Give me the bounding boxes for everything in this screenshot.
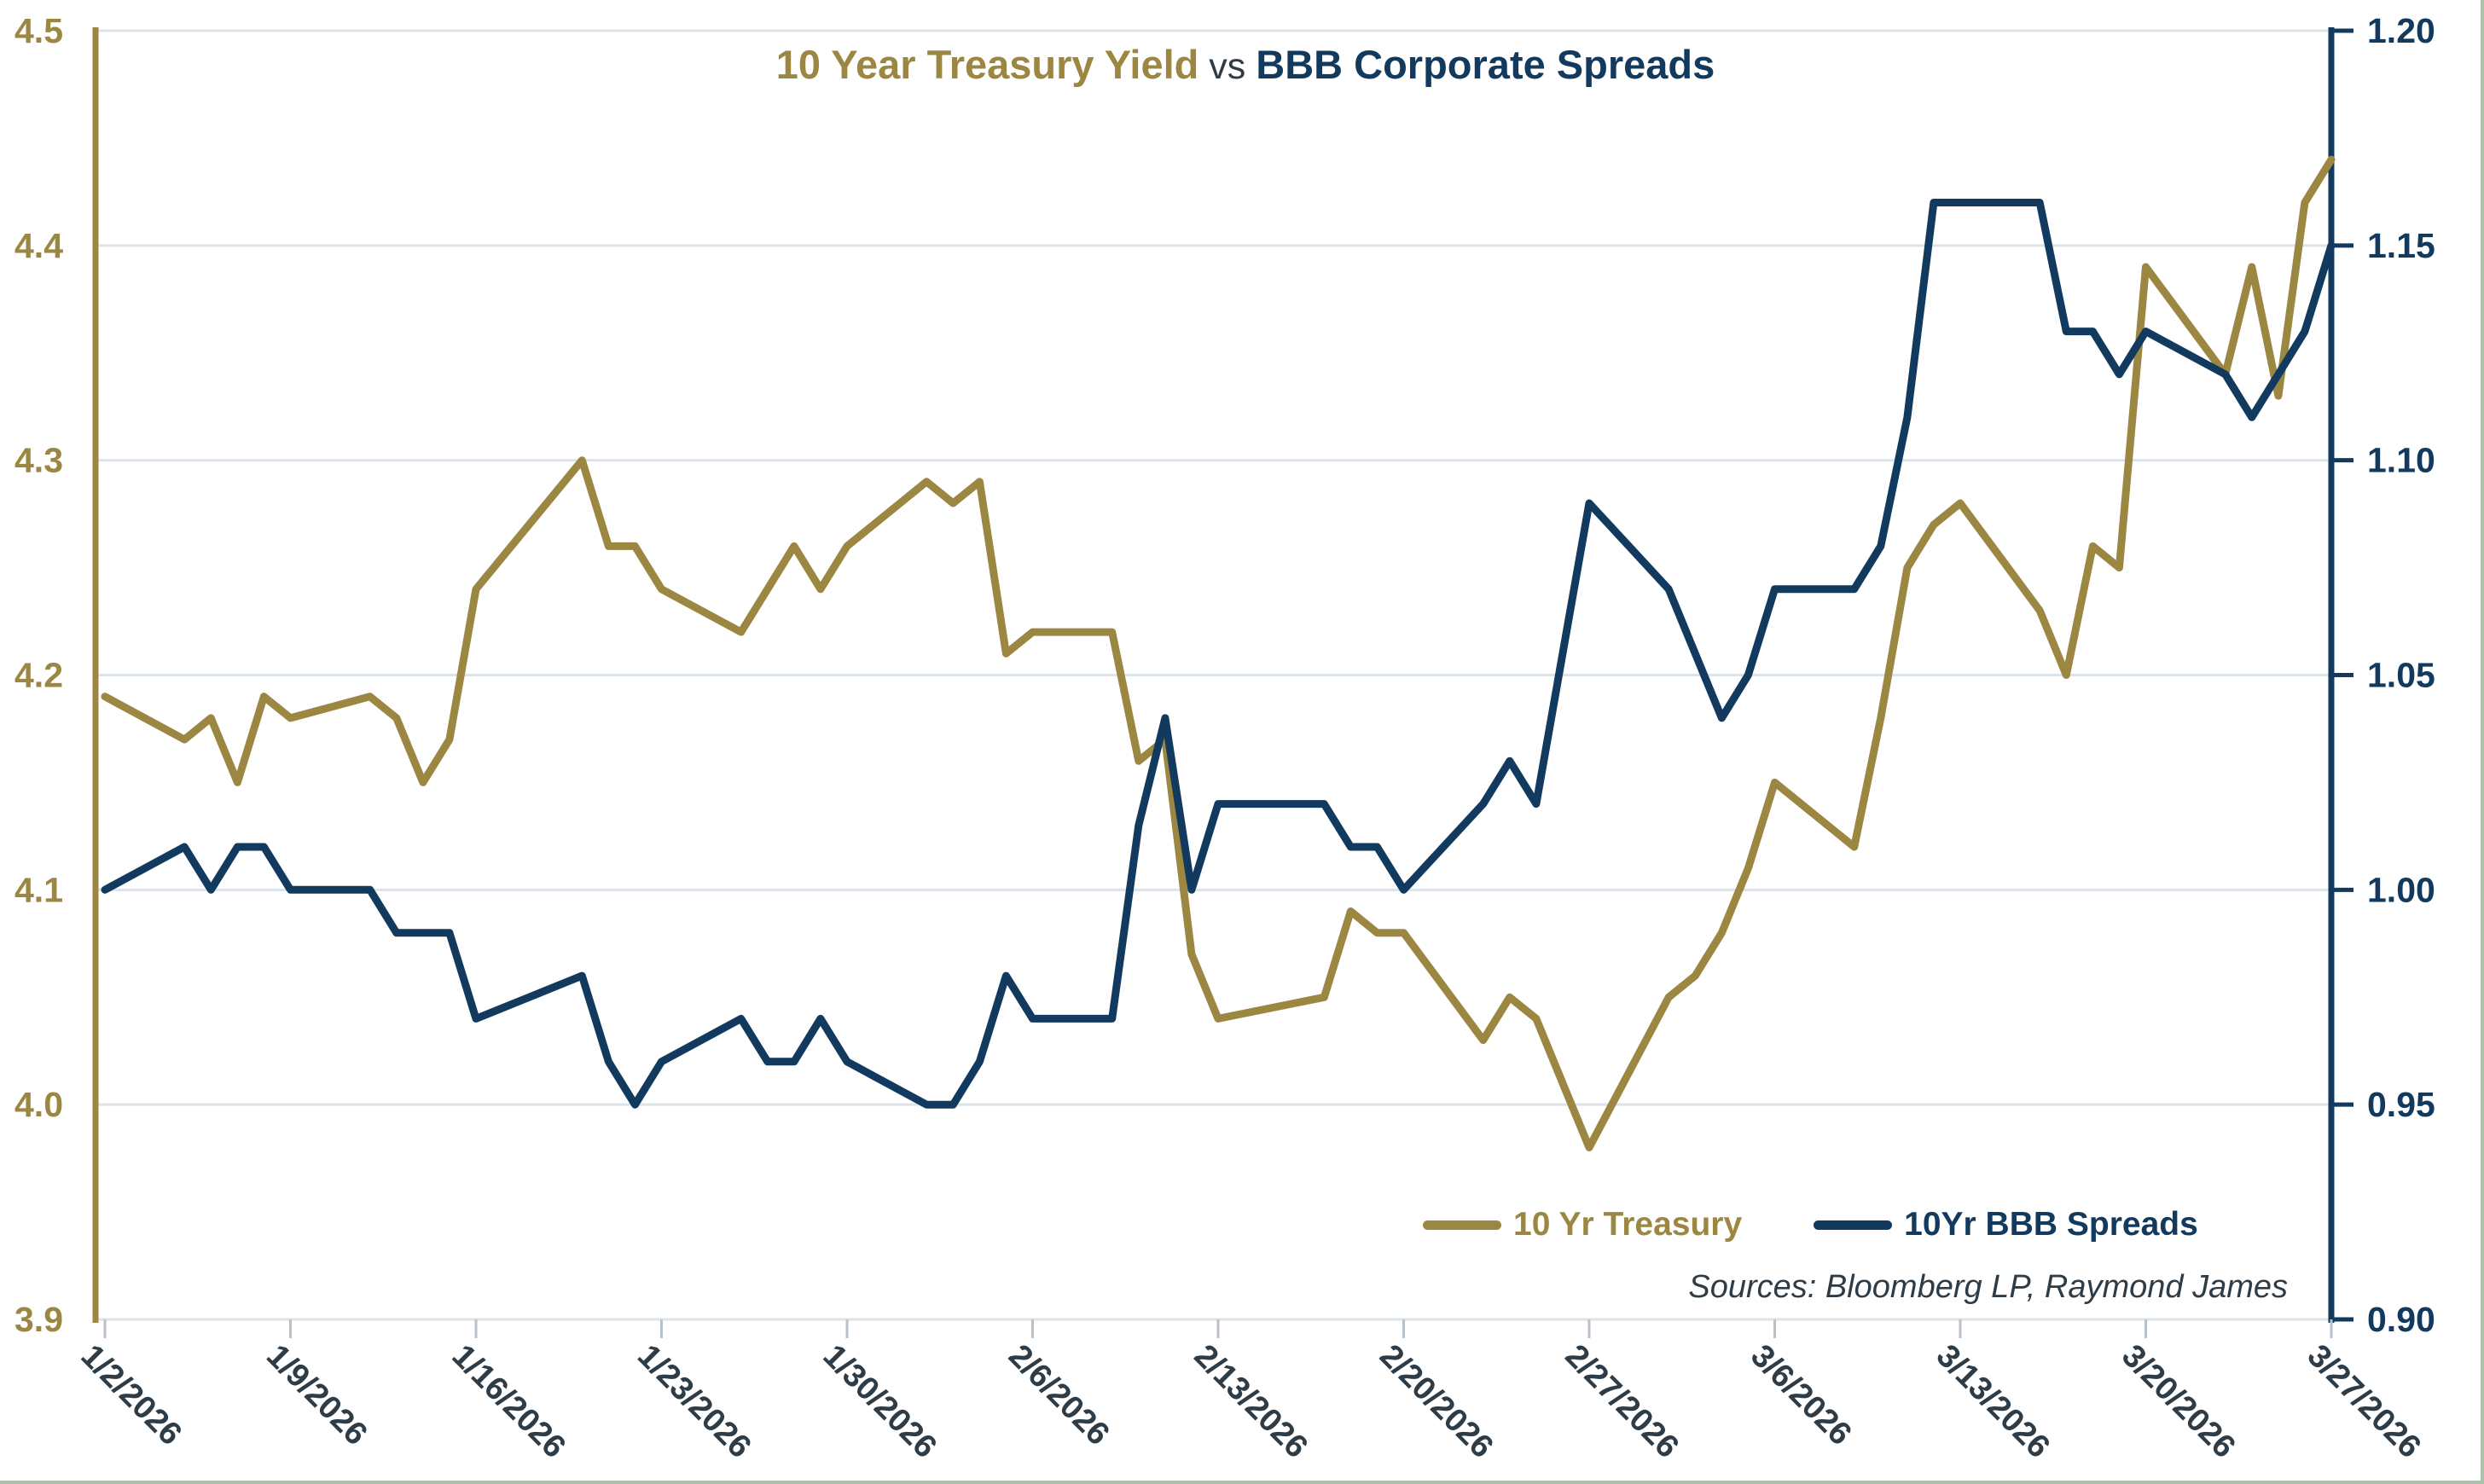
axis-labels-layer: 4.5 4.4 4.3 4.2 4.1 4.0 3.9 1.20 1.15 1.10 1.05 1.0… — [15, 11, 2435, 1465]
x-axis-label: 3/20/2026 — [2115, 1338, 2242, 1465]
chart-title-spreads: BBB Corporate Spreads — [1256, 42, 1715, 87]
x-axis-label: 3/27/2026 — [2301, 1338, 2428, 1465]
right-axis-label: 1.05 — [2367, 656, 2435, 695]
right-axis-label: 0.90 — [2367, 1300, 2435, 1339]
x-axis-label: 1/9/2026 — [259, 1338, 374, 1452]
x-axis-label: 2/27/2026 — [1558, 1338, 1686, 1465]
gridlines-layer — [96, 29, 2331, 1321]
left-axis-label: 4.0 — [15, 1085, 63, 1124]
source-note: Sources: Bloomberg LP, Raymond James — [1688, 1269, 2288, 1305]
chart-title-treasury: 10 Year Treasury Yield — [776, 42, 1199, 87]
chart-legend: 10 Yr Treasury 10Yr BBB Spreads — [1423, 1206, 2198, 1243]
treasury-legend-swatch — [1423, 1220, 1501, 1230]
left-axis-label: 4.1 — [15, 870, 63, 909]
chart-title: 10 Year Treasury Yield vs BBB Corporate … — [776, 42, 1715, 87]
x-axis-label: 2/20/2026 — [1373, 1338, 1500, 1465]
spreads-line — [101, 199, 2336, 1109]
spreads-legend-swatch — [1814, 1220, 1893, 1230]
x-axis-label: 3/6/2026 — [1744, 1338, 1858, 1452]
left-axis-label: 3.9 — [15, 1300, 63, 1339]
right-axis-label: 1.15 — [2367, 226, 2435, 265]
data-series-layer — [101, 155, 2336, 1151]
x-axis-label: 1/16/2026 — [445, 1338, 572, 1465]
x-axis-label: 1/30/2026 — [816, 1338, 943, 1465]
right-axis-label: 1.10 — [2367, 441, 2435, 480]
right-axis-label: 1.00 — [2367, 870, 2435, 909]
left-axis-label: 4.5 — [15, 11, 63, 50]
right-axis-label: 1.20 — [2367, 11, 2435, 50]
chart-title-separator: vs — [1198, 46, 1256, 87]
x-axis-label: 1/2/2026 — [74, 1338, 189, 1452]
x-axis-label: 2/13/2026 — [1187, 1338, 1315, 1465]
left-axis-label: 4.3 — [15, 441, 63, 480]
x-axis-label: 1/23/2026 — [630, 1338, 757, 1465]
x-axis-label: 2/6/2026 — [1001, 1338, 1116, 1452]
right-axis-label: 0.95 — [2367, 1085, 2435, 1124]
treasury-line — [101, 155, 2336, 1151]
x-axis-label: 3/13/2026 — [1930, 1338, 2057, 1465]
left-axis-label: 4.4 — [15, 226, 63, 265]
treasury-legend-label: 10 Yr Treasury — [1513, 1206, 1743, 1243]
left-axis-label: 4.2 — [15, 656, 63, 695]
spreads-legend-label: 10Yr BBB Spreads — [1904, 1206, 2198, 1243]
axes-layer — [92, 27, 2353, 1338]
